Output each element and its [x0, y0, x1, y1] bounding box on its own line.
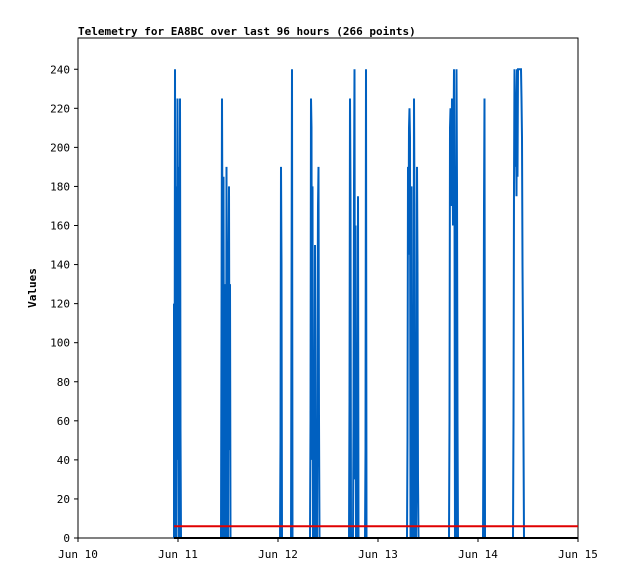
- y-tick-label-6: 120: [50, 298, 70, 311]
- plot-area: [77, 37, 579, 539]
- x-tick-label-4: Jun 14: [458, 548, 498, 561]
- y-tick-label-8: 160: [50, 220, 70, 233]
- series-layer: [173, 68, 578, 539]
- y-tick-label-7: 140: [50, 259, 70, 272]
- y-tick-label-10: 200: [50, 141, 70, 154]
- series-line-0: [173, 68, 525, 539]
- y-axis: 0 20 40 60 80 100 120 140 160 180 200 220 240: [50, 63, 78, 545]
- x-tick-label-3: Jun 13: [358, 548, 398, 561]
- x-axis: Jun 10 Jun 11 Jun 12 Jun 13 Jun 14 Jun 15: [58, 538, 598, 561]
- y-tick-label-11: 220: [50, 102, 70, 115]
- y-tick-label-1: 20: [57, 493, 70, 506]
- y-tick-label-4: 80: [57, 376, 70, 389]
- x-tick-label-2: Jun 12: [258, 548, 298, 561]
- y-tick-label-3: 60: [57, 415, 70, 428]
- y-tick-label-0: 0: [63, 532, 70, 545]
- y-axis-label: Values: [26, 268, 39, 308]
- y-tick-label-9: 180: [50, 180, 70, 193]
- x-tick-label-5: Jun 15: [558, 548, 598, 561]
- x-tick-label-0: Jun 10: [58, 548, 98, 561]
- y-tick-label-12: 240: [50, 63, 70, 76]
- chart-title: Telemetry for EA8BC over last 96 hours (…: [78, 25, 416, 38]
- y-tick-label-2: 40: [57, 454, 70, 467]
- y-tick-label-5: 100: [50, 337, 70, 350]
- x-tick-label-1: Jun 11: [158, 548, 198, 561]
